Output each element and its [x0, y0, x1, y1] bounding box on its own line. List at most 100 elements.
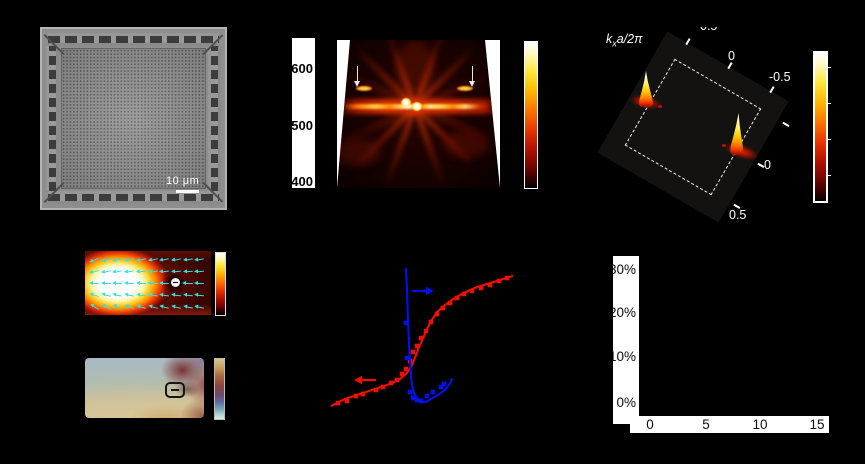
- right-arrow-head: [426, 286, 434, 296]
- red-input-output-curve-marker: [380, 384, 386, 390]
- quiver-arrow: [182, 280, 193, 286]
- emission-beam: [337, 66, 496, 145]
- red-haze: [395, 40, 435, 100]
- quiver-arrow: [123, 280, 135, 286]
- wavelength-axis-strip: 600 500 400: [292, 38, 315, 188]
- minus-icon: [172, 281, 179, 284]
- red-input-output-curve-marker: [418, 335, 424, 341]
- red-input-output-curve-marker: [454, 295, 460, 301]
- x-tick-0: 0: [646, 417, 654, 432]
- blue-linewidth-curve-marker: [441, 381, 447, 387]
- red-input-output-curve-marker: [428, 319, 434, 325]
- quiver-arrow: [115, 270, 123, 273]
- quiver-arrow: [88, 280, 99, 286]
- spectrum-heatmap: [337, 40, 500, 188]
- red-input-output-curve-marker: [469, 288, 475, 294]
- red-input-output-curve-marker: [414, 343, 420, 349]
- quiver-arrow: [173, 258, 181, 261]
- y-tick-20pct: 20%: [613, 305, 636, 320]
- quiver-arrow: [162, 306, 170, 310]
- spectrum-plot: [337, 40, 500, 188]
- quiver-arrow: [127, 270, 135, 273]
- phase-map: [85, 358, 204, 418]
- quiver-arrow: [185, 294, 193, 297]
- quiver-arrow: [162, 294, 170, 297]
- red-input-output-curve-marker: [461, 291, 467, 297]
- colorbar-phase: [214, 358, 225, 420]
- red-dot: [722, 144, 726, 147]
- quiver-arrow: [127, 257, 135, 262]
- blue-linewidth-curve-marker: [404, 355, 410, 361]
- quiver-arrow: [173, 306, 181, 309]
- colorbar-tick: [828, 103, 831, 105]
- sem-image: 10 μm: [40, 27, 227, 210]
- red-arc: [337, 138, 381, 166]
- quiver-field: [85, 251, 211, 315]
- red-arc: [443, 130, 489, 158]
- quiver-arrow: [197, 306, 205, 309]
- photonic-crystal-lattice: [61, 48, 206, 189]
- blue-linewidth-curve-marker: [438, 384, 444, 390]
- quiver-arrow: [173, 270, 181, 273]
- peak-halo-left: [629, 92, 662, 112]
- corner-mitre: [43, 182, 64, 203]
- red-input-output-curve-line: [330, 274, 514, 407]
- field-intensity-map: [85, 251, 211, 315]
- axis-tick: [782, 122, 790, 127]
- quiver-arrow: [92, 257, 99, 262]
- quiver-arrow: [173, 294, 181, 297]
- defect-outline-marker: [165, 382, 185, 398]
- lasing-spot-right: [457, 86, 473, 91]
- corner-mitre: [43, 34, 64, 55]
- quiver-arrow: [158, 280, 170, 286]
- red-input-output-curve-marker: [373, 387, 379, 393]
- defect-dark-region: [161, 269, 189, 297]
- ky-tick-05: 0.5: [729, 208, 747, 222]
- quiver-arrow: [185, 270, 193, 273]
- x-tick-5: 5: [702, 417, 710, 432]
- emission-beam: [352, 44, 478, 170]
- colorbar-intensity: [215, 252, 226, 316]
- corner-mitre: [203, 182, 224, 203]
- red-input-output-curve-marker: [394, 377, 400, 383]
- red-input-output-curve-marker: [407, 358, 413, 364]
- kx-tick-05-clipped: 0.5: [700, 27, 724, 34]
- minus-icon: [170, 388, 180, 391]
- brillouin-zone-dashed-box: [624, 58, 762, 196]
- left-arrow-head: [354, 375, 362, 385]
- sem-frame-right: [208, 46, 221, 191]
- red-input-output-curve-marker: [487, 282, 493, 288]
- emission-beam: [383, 40, 447, 188]
- down-arrow-right: [469, 66, 476, 88]
- red-input-output-curve-marker: [388, 380, 394, 386]
- quiver-arrow: [103, 294, 111, 298]
- sem-frame-top: [48, 33, 219, 46]
- down-arrow-left: [354, 66, 361, 88]
- wavelength-tick-600: 600: [292, 61, 313, 76]
- emission-beam: [383, 40, 447, 188]
- emission-band-glow: [337, 99, 500, 114]
- red-input-output-curve-marker: [434, 311, 440, 317]
- quiver-arrow: [103, 270, 111, 274]
- blue-linewidth-curve-line: [404, 267, 454, 404]
- quiver-arrow: [150, 294, 158, 297]
- wavelength-tick-500: 500: [292, 118, 313, 133]
- quiver-arrow: [127, 305, 135, 310]
- x-tick-10: 10: [752, 417, 768, 432]
- quiver-arrow: [138, 258, 146, 262]
- sem-vignette: [61, 48, 206, 189]
- quiver-arrow: [112, 280, 123, 286]
- y-tick-30pct: 30%: [613, 262, 636, 277]
- blue-linewidth-curve-marker: [418, 398, 424, 404]
- corner-mitre: [203, 34, 224, 55]
- red-input-output-curve-marker: [335, 400, 341, 406]
- quiver-arrow: [197, 294, 205, 297]
- emission-beam: [337, 69, 496, 148]
- kx-tick-neg05: -0.5: [769, 70, 791, 84]
- quiver-arrow: [150, 270, 158, 273]
- quiver-arrow: [147, 280, 158, 286]
- y-tick-0pct: 0%: [616, 395, 636, 410]
